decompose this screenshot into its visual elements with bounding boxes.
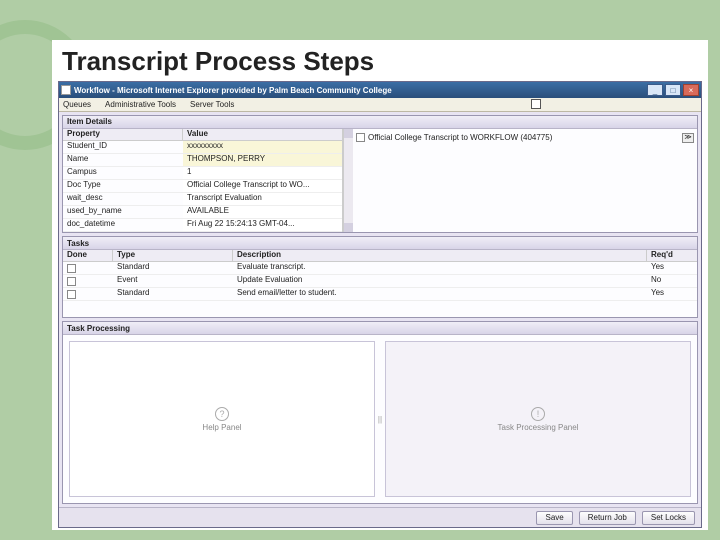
property-value: Official College Transcript to WO... <box>183 180 342 192</box>
content-area: Item Details Property Value Student_IDxx… <box>59 112 701 507</box>
property-row[interactable]: NameTHOMPSON, PERRY <box>63 154 342 167</box>
menubar: Queues Administrative Tools Server Tools <box>59 98 701 112</box>
item-details-header: Item Details <box>63 116 697 129</box>
help-panel: ? Help Panel <box>69 341 375 497</box>
property-row[interactable]: Student_IDxxxxxxxxx <box>63 141 342 154</box>
task-description: Update Evaluation <box>233 275 647 287</box>
return-job-button[interactable]: Return Job <box>579 511 636 525</box>
col-description: Description <box>233 250 647 261</box>
task-row[interactable]: StandardEvaluate transcript.Yes <box>63 262 697 275</box>
property-key: Doc Type <box>63 180 183 192</box>
help-icon: ? <box>215 407 229 421</box>
task-required: Yes <box>647 288 697 300</box>
task-done-checkbox[interactable] <box>67 264 76 273</box>
preview-label: Official College Transcript to WORKFLOW … <box>368 133 682 142</box>
task-done-cell <box>63 288 113 300</box>
browser-window: Workflow - Microsoft Internet Explorer p… <box>58 81 702 528</box>
menu-queues[interactable]: Queues <box>63 100 91 109</box>
slide-page: Transcript Process Steps Workflow - Micr… <box>52 40 708 530</box>
window-title: Workflow - Microsoft Internet Explorer p… <box>74 86 645 95</box>
menu-server-tools[interactable]: Server Tools <box>190 100 234 109</box>
task-type: Standard <box>113 262 233 274</box>
property-key: doc_datetime <box>63 219 183 231</box>
task-done-cell <box>63 262 113 274</box>
property-key: wait_desc <box>63 193 183 205</box>
item-details-body: Property Value Student_IDxxxxxxxxxNameTH… <box>63 129 697 232</box>
window-titlebar: Workflow - Microsoft Internet Explorer p… <box>59 82 701 98</box>
property-row[interactable]: wait_descTranscript Evaluation <box>63 193 342 206</box>
task-processing-panel: Task Processing ? Help Panel || ! Task P… <box>62 321 698 504</box>
property-value: THOMPSON, PERRY <box>183 154 342 166</box>
tasks-body: Done Type Description Req'd StandardEval… <box>63 250 697 317</box>
menu-admin-tools[interactable]: Administrative Tools <box>105 100 176 109</box>
task-type: Event <box>113 275 233 287</box>
help-panel-label: Help Panel <box>202 423 241 432</box>
preview-checkbox[interactable] <box>356 133 365 142</box>
tasks-header: Tasks <box>63 237 697 250</box>
property-row[interactable]: Campus1 <box>63 167 342 180</box>
tasks-rows: StandardEvaluate transcript.YesEventUpda… <box>63 262 697 301</box>
property-value: Transcript Evaluation <box>183 193 342 205</box>
properties-scrollbar[interactable] <box>343 129 353 232</box>
property-key: Name <box>63 154 183 166</box>
save-button[interactable]: Save <box>536 511 572 525</box>
task-processing-area: ! Task Processing Panel <box>385 341 691 497</box>
hourglass-icon <box>531 99 541 109</box>
maximize-button[interactable]: □ <box>665 84 681 96</box>
properties-header-row: Property Value <box>63 129 342 141</box>
tasks-panel: Tasks Done Type Description Req'd Standa… <box>62 236 698 318</box>
task-done-checkbox[interactable] <box>67 290 76 299</box>
task-type: Standard <box>113 288 233 300</box>
col-property: Property <box>63 129 183 140</box>
preview-header: Official College Transcript to WORKFLOW … <box>356 132 694 144</box>
property-value: xxxxxxxxx <box>183 141 342 153</box>
task-processing-label: Task Processing Panel <box>498 423 579 432</box>
col-value: Value <box>183 129 342 140</box>
property-value: Fri Aug 22 15:24:13 GMT-04... <box>183 219 342 231</box>
col-required: Req'd <box>647 250 697 261</box>
property-value: 1 <box>183 167 342 179</box>
property-row[interactable]: Doc TypeOfficial College Transcript to W… <box>63 180 342 193</box>
col-done: Done <box>63 250 113 261</box>
task-required: No <box>647 275 697 287</box>
bottom-bar: Save Return Job Set Locks <box>59 507 701 527</box>
task-description: Evaluate transcript. <box>233 262 647 274</box>
item-details-panel: Item Details Property Value Student_IDxx… <box>62 115 698 233</box>
set-locks-button[interactable]: Set Locks <box>642 511 695 525</box>
minimize-button[interactable]: _ <box>647 84 663 96</box>
property-row[interactable]: doc_datetimeFri Aug 22 15:24:13 GMT-04..… <box>63 219 342 232</box>
property-key: Campus <box>63 167 183 179</box>
collapse-button[interactable]: ≫ <box>682 133 694 143</box>
splitter[interactable]: || <box>378 335 382 503</box>
preview-column: Official College Transcript to WORKFLOW … <box>353 129 697 232</box>
properties-rows: Student_IDxxxxxxxxxNameTHOMPSON, PERRYCa… <box>63 141 342 232</box>
col-type: Type <box>113 250 233 261</box>
task-done-cell <box>63 275 113 287</box>
task-row[interactable]: StandardSend email/letter to student.Yes <box>63 288 697 301</box>
property-key: used_by_name <box>63 206 183 218</box>
task-description: Send email/letter to student. <box>233 288 647 300</box>
slide-title: Transcript Process Steps <box>52 40 708 81</box>
info-icon: ! <box>531 407 545 421</box>
property-value: AVAILABLE <box>183 206 342 218</box>
property-row[interactable]: used_by_nameAVAILABLE <box>63 206 342 219</box>
preview-body <box>356 144 694 229</box>
task-done-checkbox[interactable] <box>67 277 76 286</box>
properties-column: Property Value Student_IDxxxxxxxxxNameTH… <box>63 129 343 232</box>
property-key: Student_ID <box>63 141 183 153</box>
tasks-header-row: Done Type Description Req'd <box>63 250 697 262</box>
task-required: Yes <box>647 262 697 274</box>
task-row[interactable]: EventUpdate EvaluationNo <box>63 275 697 288</box>
task-processing-body: ? Help Panel || ! Task Processing Panel <box>63 335 697 503</box>
close-button[interactable]: × <box>683 84 699 96</box>
app-icon <box>61 85 71 95</box>
task-processing-header: Task Processing <box>63 322 697 335</box>
